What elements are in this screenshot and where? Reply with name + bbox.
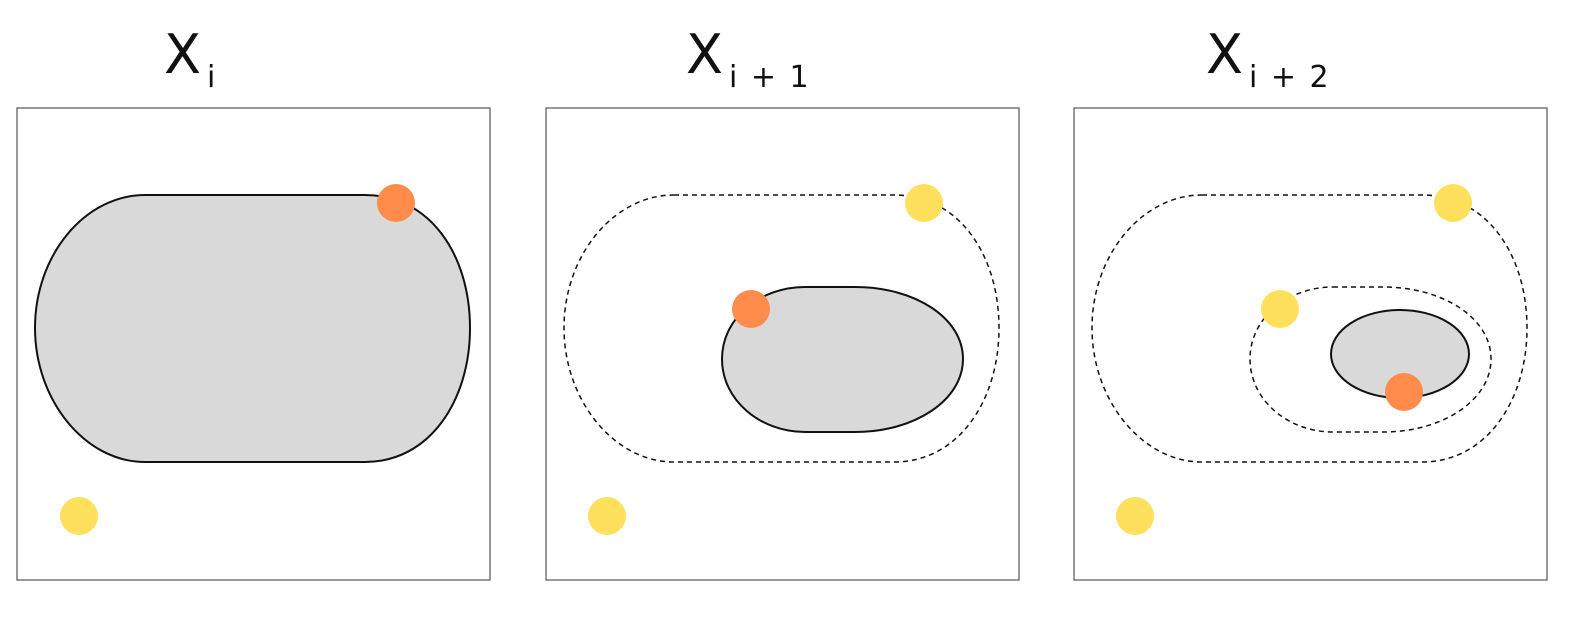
panel-3-yellow-point-bottom bbox=[1116, 497, 1154, 535]
panel-3-yellow-point-middle bbox=[1261, 290, 1299, 328]
panel-1-frame bbox=[16, 107, 491, 581]
panel-3-inner-dashed-boundary bbox=[1249, 286, 1492, 433]
panel-2-yellow-point-bottom bbox=[588, 497, 626, 535]
panel-3-outer-dashed-boundary bbox=[1091, 194, 1528, 463]
panel-3-frame bbox=[1073, 107, 1548, 581]
panel-3-orange-point bbox=[1385, 373, 1423, 411]
panel-3-yellow-point-top bbox=[1434, 184, 1472, 222]
panel-title-3-main: X bbox=[1206, 23, 1243, 86]
panel-2-frame bbox=[545, 107, 1020, 581]
panel-title-3-subscript: i + 2 bbox=[1249, 60, 1331, 95]
panel-2-orange-point bbox=[732, 290, 770, 328]
panel-2-region bbox=[720, 286, 965, 433]
panel-1-yellow-point bbox=[60, 497, 98, 535]
panel-title-2-main: X bbox=[686, 23, 723, 86]
panel-2-dashed-boundary bbox=[563, 194, 1000, 463]
panel-2-yellow-point-top bbox=[905, 184, 943, 222]
panel-title-1-main: X bbox=[164, 23, 201, 86]
panel-1-orange-point bbox=[377, 184, 415, 222]
panel-title-1-subscript: i bbox=[207, 60, 218, 95]
panel-2 bbox=[545, 107, 1020, 581]
panel-1-region bbox=[33, 194, 472, 463]
panel-title-2-subscript: i + 1 bbox=[729, 60, 811, 95]
panel-1 bbox=[16, 107, 491, 581]
panel-3 bbox=[1073, 107, 1548, 581]
